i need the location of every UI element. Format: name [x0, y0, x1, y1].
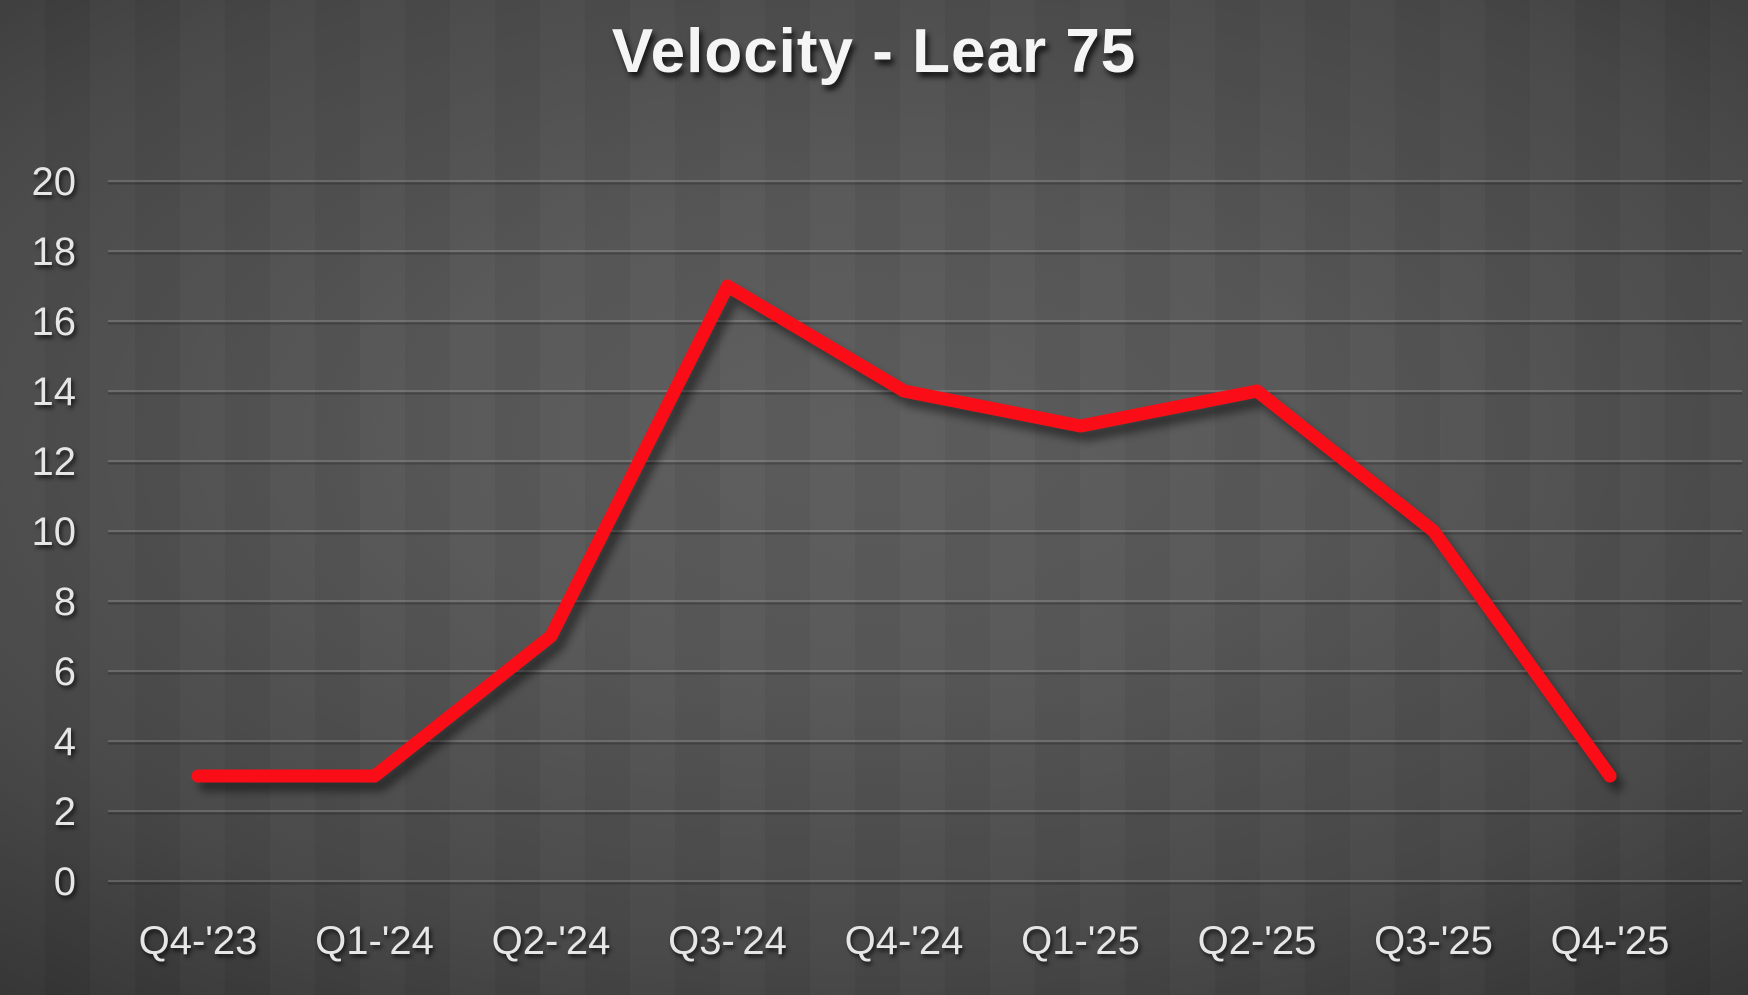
chart-title: Velocity - Lear 75: [611, 17, 1137, 86]
y-tick-label: 10: [32, 510, 77, 554]
y-tick-label: 6: [54, 650, 76, 694]
velocity-series-line: [191, 279, 1617, 783]
x-tick-label: Q1-'24: [315, 919, 434, 963]
y-tick-label: 20: [32, 160, 77, 204]
x-tick-label: Q3-'25: [1374, 919, 1493, 963]
x-tick-label: Q4-'23: [139, 919, 258, 963]
x-axis-labels: Q4-'23 Q1-'24 Q2-'24 Q3-'24 Q4-'24 Q1-'25 Q2-'…: [139, 919, 1670, 963]
y-tick-label: 2: [54, 790, 76, 834]
x-tick-label: Q4-'25: [1551, 919, 1670, 963]
y-tick-label: 18: [32, 230, 77, 274]
x-tick-label: Q1-'25: [1021, 919, 1140, 963]
y-tick-label: 8: [54, 580, 76, 624]
y-axis-labels: 0 2 4 6 8 10 12 14 16 18 20: [32, 160, 77, 904]
y-tick-label: 14: [32, 370, 77, 414]
x-tick-label: Q3-'24: [668, 919, 787, 963]
y-tick-label: 16: [32, 300, 77, 344]
x-tick-label: Q4-'24: [845, 919, 964, 963]
x-tick-label: Q2-'25: [1198, 919, 1317, 963]
x-tick-label: Q2-'24: [492, 919, 611, 963]
y-tick-label: 12: [32, 440, 77, 484]
y-tick-label: 0: [54, 860, 76, 904]
y-tick-label: 4: [54, 720, 76, 764]
